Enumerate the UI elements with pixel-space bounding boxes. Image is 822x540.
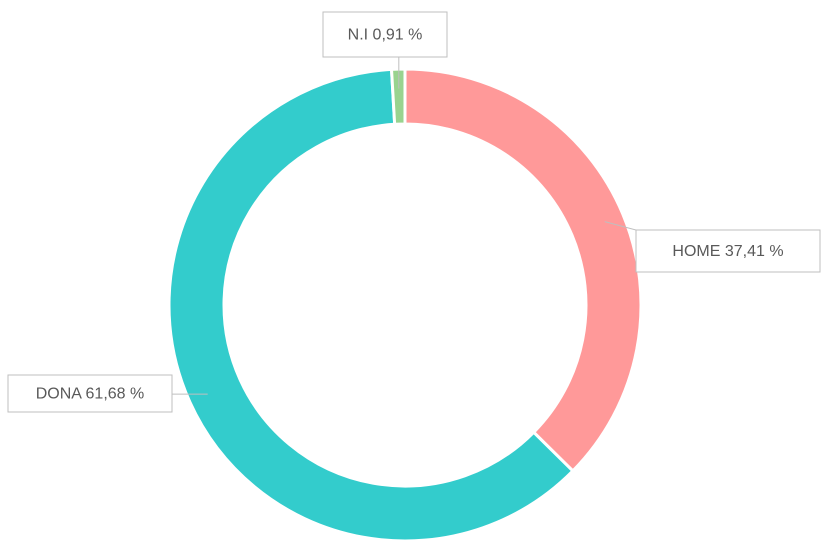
category-name: N.I [348, 27, 368, 44]
category-name: HOME [672, 243, 720, 260]
callout-box [7, 374, 173, 413]
category-name: DONA [36, 386, 83, 403]
data-label: HOME 37,41 % [672, 243, 783, 260]
data-label: DONA 61,68 % [36, 386, 145, 403]
donut-slice [167, 67, 575, 540]
callout-box [322, 11, 448, 58]
callout-box [635, 229, 821, 273]
value-label: 37,41 % [725, 243, 784, 260]
donut-slice [403, 67, 643, 474]
data-label: N.I 0,91 % [348, 27, 423, 44]
value-label: 0,91 % [373, 27, 423, 44]
donut-slice [389, 67, 407, 126]
value-label: 61,68 % [86, 386, 145, 403]
callout-pointer [604, 221, 637, 231]
